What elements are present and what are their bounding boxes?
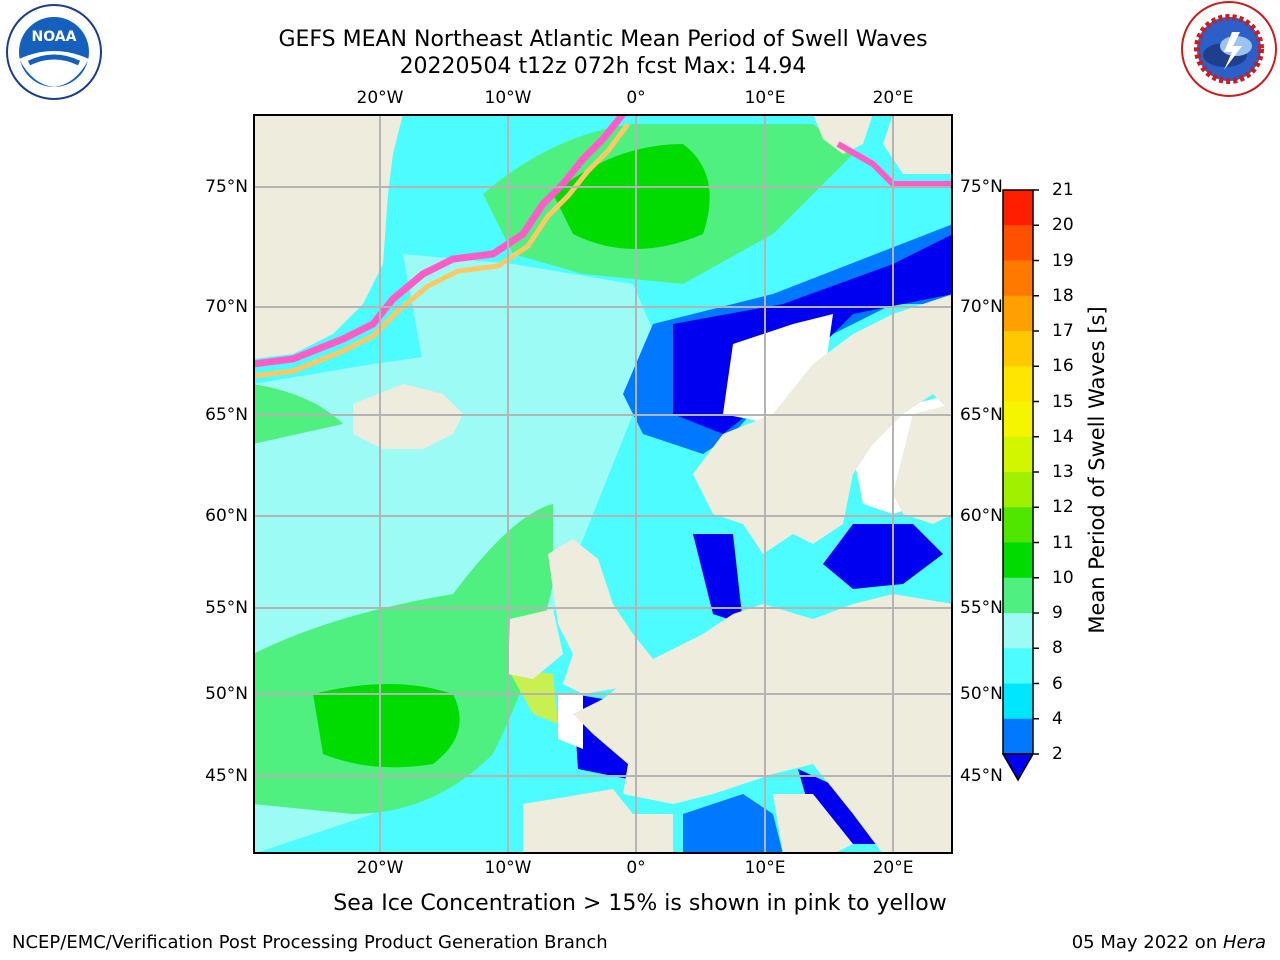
lat-label-left: 55°N bbox=[205, 598, 248, 618]
baltic-sea bbox=[823, 524, 943, 589]
swell-zone-2-4-mediterranean bbox=[683, 794, 783, 854]
greenland-land bbox=[253, 114, 403, 359]
swell-period-map bbox=[253, 114, 953, 854]
colorbar-tick-label: 11 bbox=[1052, 532, 1074, 553]
lat-label-left: 70°N bbox=[205, 297, 248, 317]
sea-ice-edge bbox=[253, 114, 626, 368]
colorbar-segment bbox=[1003, 225, 1033, 261]
colorbar-tick-label: 2 bbox=[1052, 744, 1063, 764]
lat-label-left: 60°N bbox=[205, 506, 248, 526]
sea-ice-edge-outer bbox=[253, 122, 631, 379]
lat-label-right: 45°N bbox=[960, 766, 1003, 786]
lat-label-right: 50°N bbox=[960, 684, 1003, 704]
lat-label-left: 45°N bbox=[205, 766, 248, 786]
colorbar-segment bbox=[1003, 718, 1033, 755]
colorbar-segment bbox=[1003, 436, 1033, 473]
swell-zone-10-11-south bbox=[313, 684, 460, 768]
no-data-area-biscay bbox=[558, 694, 583, 749]
lon-label-bottom: 10°W bbox=[484, 858, 532, 878]
colorbar-segment bbox=[1003, 577, 1033, 614]
colorbar-tick-label: 16 bbox=[1052, 356, 1074, 377]
date-text: 05 May 2022 on bbox=[1071, 932, 1223, 953]
colorbar-extension bbox=[1002, 753, 1035, 782]
lat-label-left: 75°N bbox=[205, 177, 248, 197]
uk-land bbox=[548, 539, 653, 694]
colorbar-tick-label: 18 bbox=[1052, 285, 1074, 306]
scandinavia-land bbox=[693, 294, 953, 554]
lon-label-top: 10°E bbox=[744, 88, 786, 108]
sea-ice-edge-east bbox=[836, 141, 953, 187]
svalbard-land bbox=[813, 114, 873, 154]
svg-text:NOAA: NOAA bbox=[32, 29, 77, 45]
colorbar-segment bbox=[1003, 542, 1033, 579]
noaa-logo: NOAA bbox=[6, 4, 102, 100]
colorbar-segment bbox=[1003, 648, 1033, 684]
swell-zone-8-9-north bbox=[403, 254, 663, 414]
swell-zone-0-2-north-sea bbox=[693, 534, 743, 624]
lon-label-top: 20°W bbox=[356, 88, 404, 108]
host-name: Hera bbox=[1222, 932, 1266, 953]
lon-label-bottom: 20°E bbox=[872, 858, 914, 878]
ireland-land bbox=[508, 609, 563, 679]
colorbar-tick-label: 19 bbox=[1052, 250, 1074, 271]
colorbar-segment bbox=[1003, 295, 1033, 332]
colorbar-tick-label: 10 bbox=[1052, 567, 1074, 588]
lat-label-right: 60°N bbox=[960, 506, 1003, 526]
colorbar-segment bbox=[1003, 683, 1033, 720]
finland-land bbox=[893, 404, 953, 524]
colorbar bbox=[1002, 189, 1039, 782]
colorbar-tick-label: 20 bbox=[1052, 215, 1074, 236]
lon-label-top: 20°E bbox=[872, 88, 914, 108]
colorbar-segment bbox=[1003, 507, 1033, 543]
arctic-islands-land bbox=[883, 114, 953, 174]
lat-label-right: 65°N bbox=[960, 405, 1003, 425]
sea-ice-note: Sea Ice Concentration > 15% is shown in … bbox=[333, 891, 947, 916]
colorbar-tick-label: 17 bbox=[1052, 321, 1074, 341]
swell-zone-12-14-celtic bbox=[508, 669, 558, 724]
chart-title: GEFS MEAN Northeast Atlantic Mean Period… bbox=[278, 27, 928, 52]
colorbar-tick-label: 12 bbox=[1052, 497, 1074, 518]
graticule bbox=[253, 114, 953, 854]
continental-europe-land bbox=[573, 594, 953, 854]
lon-label-top: 10°W bbox=[484, 88, 532, 108]
chart-subtitle: 20220504 t12z 072h fcst Max: 14.94 bbox=[399, 54, 807, 79]
colorbar-tick-label: 14 bbox=[1052, 426, 1074, 447]
date-line: 05 May 2022 on Hera bbox=[1072, 932, 1266, 953]
colorbar-segment bbox=[1003, 331, 1033, 367]
lat-label-left: 65°N bbox=[205, 405, 248, 425]
lat-label-right: 75°N bbox=[960, 177, 1003, 197]
italy-land bbox=[773, 794, 853, 854]
lat-label-left: 50°N bbox=[205, 684, 248, 704]
lat-label-right: 70°N bbox=[960, 297, 1003, 317]
lon-label-bottom: 10°E bbox=[744, 858, 786, 878]
lon-label-bottom: 0° bbox=[626, 858, 646, 878]
colorbar-segment bbox=[1003, 401, 1033, 438]
colorbar-label: Mean Period of Swell Waves [s] bbox=[1085, 306, 1109, 634]
lon-label-top: 0° bbox=[626, 88, 646, 108]
colorbar-tick-label: 8 bbox=[1052, 638, 1063, 659]
lon-label-bottom: 20°W bbox=[356, 858, 404, 878]
colorbar-tick-label: 9 bbox=[1052, 603, 1063, 623]
colorbar-tick-label: 21 bbox=[1052, 180, 1074, 200]
colorbar-segment bbox=[1003, 472, 1033, 508]
colorbar-segment bbox=[1003, 613, 1033, 649]
lat-label-right: 55°N bbox=[960, 598, 1003, 618]
national-weather-service-logo bbox=[1181, 1, 1277, 97]
colorbar-tick-label: 13 bbox=[1052, 462, 1074, 482]
colorbar-tick-label: 15 bbox=[1052, 391, 1074, 412]
colorbar-tick-label: 6 bbox=[1052, 673, 1063, 694]
colorbar-segment bbox=[1003, 260, 1033, 297]
credit-line: NCEP/EMC/Verification Post Processing Pr… bbox=[12, 932, 608, 953]
colorbar-segment bbox=[1003, 366, 1033, 402]
colorbar-segment bbox=[1003, 190, 1033, 226]
colorbar-tick-label: 4 bbox=[1052, 708, 1063, 729]
